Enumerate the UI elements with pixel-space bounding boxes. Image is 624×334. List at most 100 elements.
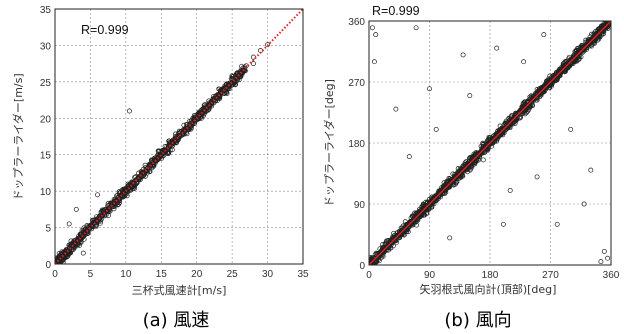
data-point — [601, 29, 607, 34]
data-point — [98, 213, 104, 219]
data-point — [601, 248, 607, 254]
data-point — [501, 130, 507, 136]
data-point — [66, 246, 72, 252]
data-point — [444, 183, 450, 189]
data-point — [473, 150, 479, 156]
data-point — [377, 251, 382, 257]
panel-b-y-tick-label: 90 — [354, 200, 366, 211]
panel-b-x-tick-label: 0 — [366, 270, 372, 281]
data-point — [433, 126, 439, 132]
panel-a-frame — [54, 8, 304, 265]
panel-a-ticks: 0 5 10 15 20 25 30 35 0 5 10 15 20 25 30 35 — [40, 5, 309, 280]
data-point — [77, 235, 83, 241]
panel-b-ticks: 0 90 180 270 360 0 90 180 270 360 — [348, 17, 619, 281]
panel-b-frame — [368, 20, 612, 266]
panel-b-r-value: R=0.999 — [372, 4, 420, 18]
data-point — [522, 111, 528, 117]
data-point — [70, 242, 76, 248]
data-point — [514, 116, 520, 122]
data-point — [470, 158, 476, 164]
data-point — [142, 173, 148, 179]
data-point — [148, 163, 154, 169]
data-point — [507, 187, 513, 193]
data-point — [109, 202, 115, 208]
panel-a-x-tick-label: 0 — [52, 269, 58, 280]
data-point — [239, 68, 245, 74]
data-point — [482, 145, 488, 151]
data-point — [534, 174, 540, 180]
data-point — [541, 89, 547, 95]
panel-a-y-tick-label: 10 — [40, 187, 52, 198]
panel-a-y-tick-label: 0 — [45, 260, 51, 271]
data-point — [554, 221, 560, 227]
panel-b: 0 90 180 270 360 0 90 180 270 360 R=0.999 矢羽根式風向計… — [322, 4, 620, 331]
data-point — [227, 83, 233, 89]
panel-b-y-tick-label: 270 — [348, 78, 365, 89]
data-point — [73, 206, 79, 212]
data-point — [154, 158, 160, 164]
data-point — [460, 173, 466, 179]
data-point — [174, 139, 180, 145]
data-point — [530, 95, 536, 101]
data-point — [130, 180, 136, 186]
panel-a-x-tick-label: 20 — [191, 269, 203, 280]
data-point — [186, 127, 192, 132]
data-point — [522, 100, 528, 105]
data-point — [149, 165, 155, 171]
data-point — [371, 59, 377, 65]
data-point — [568, 126, 574, 132]
data-point — [494, 45, 500, 51]
data-point — [84, 224, 90, 230]
data-point — [183, 126, 189, 131]
data-point — [95, 192, 100, 198]
data-point — [91, 220, 97, 226]
data-point — [409, 218, 414, 224]
data-point — [226, 82, 232, 88]
data-point — [500, 221, 506, 227]
data-point — [76, 239, 82, 245]
data-point — [550, 77, 556, 83]
data-point — [155, 148, 161, 154]
panel-b-reference-line — [368, 20, 612, 266]
data-point — [436, 188, 442, 194]
data-point — [393, 106, 399, 112]
data-point — [201, 107, 207, 113]
data-point — [87, 225, 92, 231]
data-point — [265, 42, 271, 48]
panel-b-x-tick-label: 90 — [424, 270, 436, 281]
panel-b-caption: (b) 風向 — [444, 310, 511, 331]
data-point — [454, 179, 460, 185]
data-point — [126, 108, 132, 114]
panel-a-x-tick-label: 25 — [227, 269, 239, 280]
data-point — [424, 209, 430, 215]
data-point — [538, 88, 544, 94]
data-point — [539, 89, 545, 95]
data-point — [587, 37, 592, 43]
data-point — [69, 243, 75, 249]
panel-b-x-tick-label: 180 — [482, 270, 499, 281]
data-point — [517, 114, 523, 120]
data-point — [59, 253, 65, 259]
data-point — [486, 134, 492, 140]
panel-a-x-tick-label: 10 — [120, 269, 132, 280]
panel-a-x-axis-title: 三杯式風速計[m/s] — [132, 283, 227, 297]
data-point — [80, 250, 86, 256]
data-point — [541, 32, 547, 38]
data-point — [427, 86, 432, 92]
data-point — [208, 99, 214, 105]
panel-b-y-tick-label: 360 — [348, 17, 365, 28]
data-point — [235, 76, 241, 82]
data-point — [180, 131, 185, 137]
data-point — [381, 248, 387, 254]
panel-a-y-tick-label: 20 — [40, 114, 52, 125]
data-point — [455, 166, 461, 171]
panel-a-y-tick-label: 35 — [40, 5, 52, 16]
data-point — [485, 142, 491, 147]
data-point — [178, 129, 184, 135]
panel-b-y-axis-title: ドップラーライダー[deg] — [322, 79, 336, 207]
data-point — [194, 115, 200, 121]
data-point — [492, 138, 498, 144]
data-point — [521, 59, 527, 65]
data-point — [169, 140, 175, 146]
